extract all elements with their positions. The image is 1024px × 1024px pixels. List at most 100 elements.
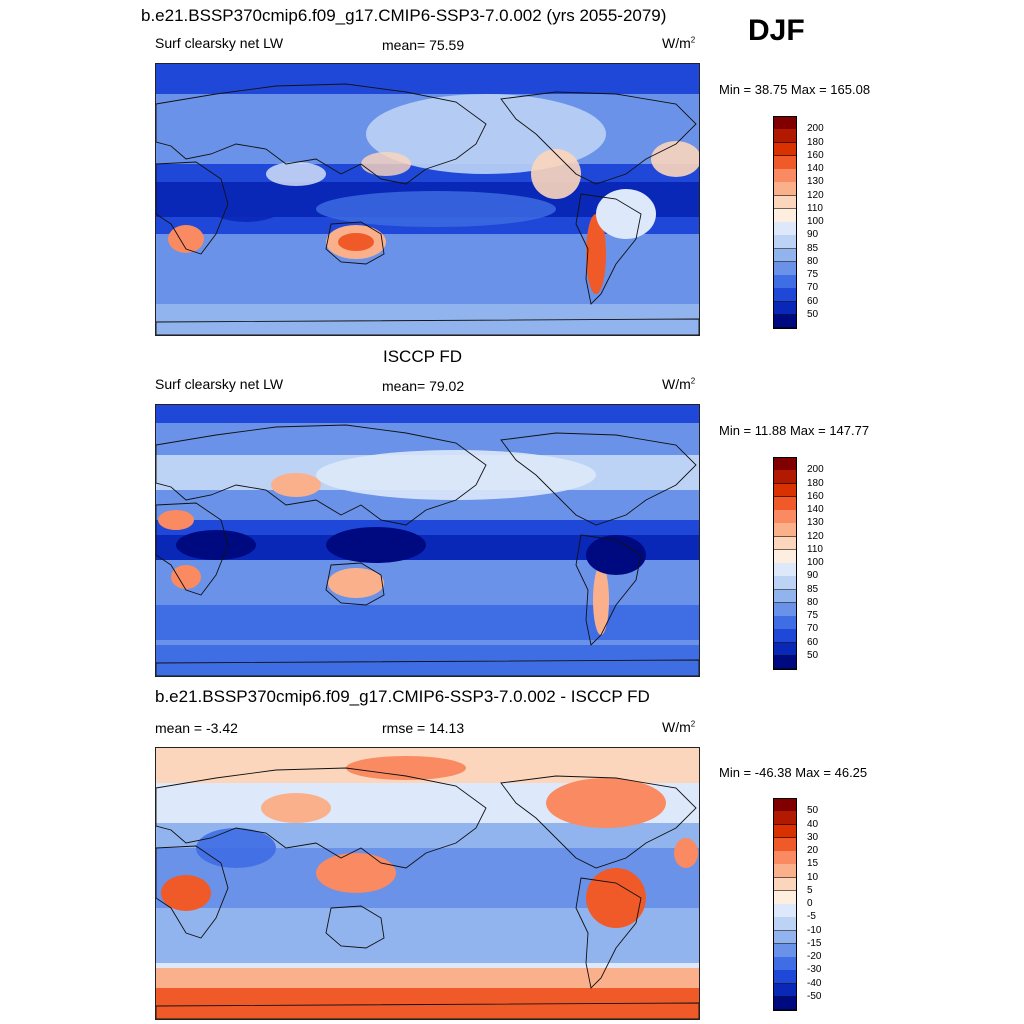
panel-1-title: b.e21.BSSP370cmip6.f09_g17.CMIP6-SSP3-7.… — [141, 6, 667, 25]
colorbar-swatch — [773, 275, 797, 289]
colorbar-swatch — [773, 496, 797, 511]
colorbar-tick-label: 160 — [807, 490, 824, 502]
contour-region — [586, 214, 606, 294]
coastline — [575, 193, 642, 305]
colorbar-swatch — [773, 930, 797, 945]
colorbar-tick-label: 75 — [807, 610, 819, 621]
colorbar-tick-label: -50 — [807, 990, 822, 1002]
contour-region — [674, 838, 698, 868]
panel-3-rmse-label: rmse = 14.13 — [382, 720, 465, 736]
colorbar-tick-label: 60 — [807, 636, 819, 648]
panel-3-map — [155, 747, 700, 1020]
coastline — [325, 905, 385, 949]
colorbar-swatch — [773, 576, 797, 590]
colorbar-tick-label: -20 — [807, 951, 822, 962]
colorbar-tick-label: 70 — [807, 623, 819, 635]
colorbar-tick-label: 50 — [807, 805, 819, 817]
colorbar-swatch — [773, 877, 797, 892]
contour-region — [196, 828, 276, 868]
colorbar-swatch — [773, 129, 797, 143]
colorbar-swatch — [773, 837, 797, 852]
colorbar-swatch — [773, 536, 797, 551]
coastline — [156, 318, 699, 335]
colorbar-swatch — [773, 655, 797, 670]
coastline — [575, 877, 642, 989]
colorbar-tick-label: 0 — [807, 898, 813, 909]
colorbar-tick-label: 140 — [807, 504, 824, 515]
colorbar-tick-label: 200 — [807, 123, 824, 135]
contour-region — [316, 191, 556, 227]
panel-3-colorbar: 50 40 30 20 15 10 5 0 -5 -10 -15 -20 -30 -40 -50 — [773, 798, 853, 1011]
colorbar-tick-label: 100 — [807, 557, 824, 568]
contour-region — [271, 473, 321, 497]
panel-2-map — [155, 404, 700, 677]
colorbar-tick-label: 130 — [807, 517, 824, 529]
colorbar-tick-label: 200 — [807, 464, 824, 476]
panel-2-title: ISCCP FD — [383, 347, 463, 366]
contour-region — [206, 186, 286, 222]
contour-region — [651, 141, 699, 177]
colorbar-tick-label: 5 — [807, 884, 813, 896]
colorbar-tick-label: 20 — [807, 845, 819, 856]
panel-1-minmax: Min = 38.75 Max = 165.08 — [719, 82, 871, 97]
colorbar-swatch — [773, 629, 797, 643]
panel-1-mean-label: mean= 75.59 — [382, 37, 465, 53]
colorbar-swatch — [773, 208, 797, 223]
contour-region — [316, 853, 396, 893]
colorbar-tick-label: 90 — [807, 570, 819, 582]
colorbar-tick-label: 130 — [807, 176, 824, 188]
colorbar-tick-label: 110 — [807, 202, 823, 214]
contour-region — [326, 527, 426, 563]
colorbar-swatch — [773, 983, 797, 998]
colorbar-tick-label: 90 — [807, 229, 819, 241]
colorbar-tick-label: 40 — [807, 818, 819, 830]
colorbar-swatch — [773, 943, 797, 958]
colorbar-swatch — [773, 824, 797, 839]
colorbar-swatch — [773, 523, 797, 537]
coastline — [156, 161, 229, 255]
panel-3-minmax: Min = -46.38 Max = 46.25 — [719, 765, 868, 780]
colorbar-swatch — [773, 864, 797, 878]
panel-2-field-label: Surf clearsky net LW — [155, 376, 284, 392]
coastline — [500, 91, 697, 185]
colorbar-tick-label: 80 — [807, 596, 819, 608]
contour-region — [176, 530, 256, 560]
contour-region — [593, 565, 609, 635]
colorbar-swatch — [773, 957, 797, 971]
coastline — [500, 775, 697, 869]
coastline — [156, 1002, 699, 1019]
colorbar-tick-label: 10 — [807, 871, 819, 883]
colorbar-tick-label: -40 — [807, 977, 822, 989]
contour-region — [328, 568, 384, 598]
colorbar-swatch — [773, 182, 797, 196]
colorbar-tick-label: 80 — [807, 255, 819, 267]
contour-region — [361, 152, 411, 176]
coastline — [325, 221, 385, 265]
season-label: DJF — [748, 14, 805, 47]
colorbar-tick-label: 180 — [807, 477, 824, 489]
colorbar-tick-label: 100 — [807, 216, 824, 227]
contour-region — [161, 875, 211, 911]
panel-2-mean-label: mean= 79.02 — [382, 378, 465, 394]
panel-2-units: W/m2 — [662, 376, 696, 392]
colorbar-tick-label: 50 — [807, 649, 819, 661]
coastline — [500, 432, 697, 526]
map-field — [156, 748, 699, 1019]
colorbar-swatch — [773, 642, 797, 657]
colorbar-swatch — [773, 301, 797, 316]
coastline — [156, 502, 229, 596]
colorbar-swatch — [773, 288, 797, 302]
colorbar-swatch — [773, 890, 797, 905]
panel-1-map — [155, 63, 700, 336]
colorbar-swatch — [773, 195, 797, 210]
colorbar-tick-label: 120 — [807, 189, 824, 201]
contour-region — [171, 565, 201, 589]
colorbar-tick-label: 180 — [807, 136, 824, 148]
coastline — [156, 845, 229, 939]
colorbar-tick-label: 50 — [807, 308, 819, 320]
colorbar-swatch — [773, 851, 797, 865]
colorbar-swatch — [773, 235, 797, 249]
colorbar-tick-label: -30 — [807, 964, 822, 976]
map-field — [156, 405, 699, 676]
colorbar-swatch — [773, 248, 797, 263]
